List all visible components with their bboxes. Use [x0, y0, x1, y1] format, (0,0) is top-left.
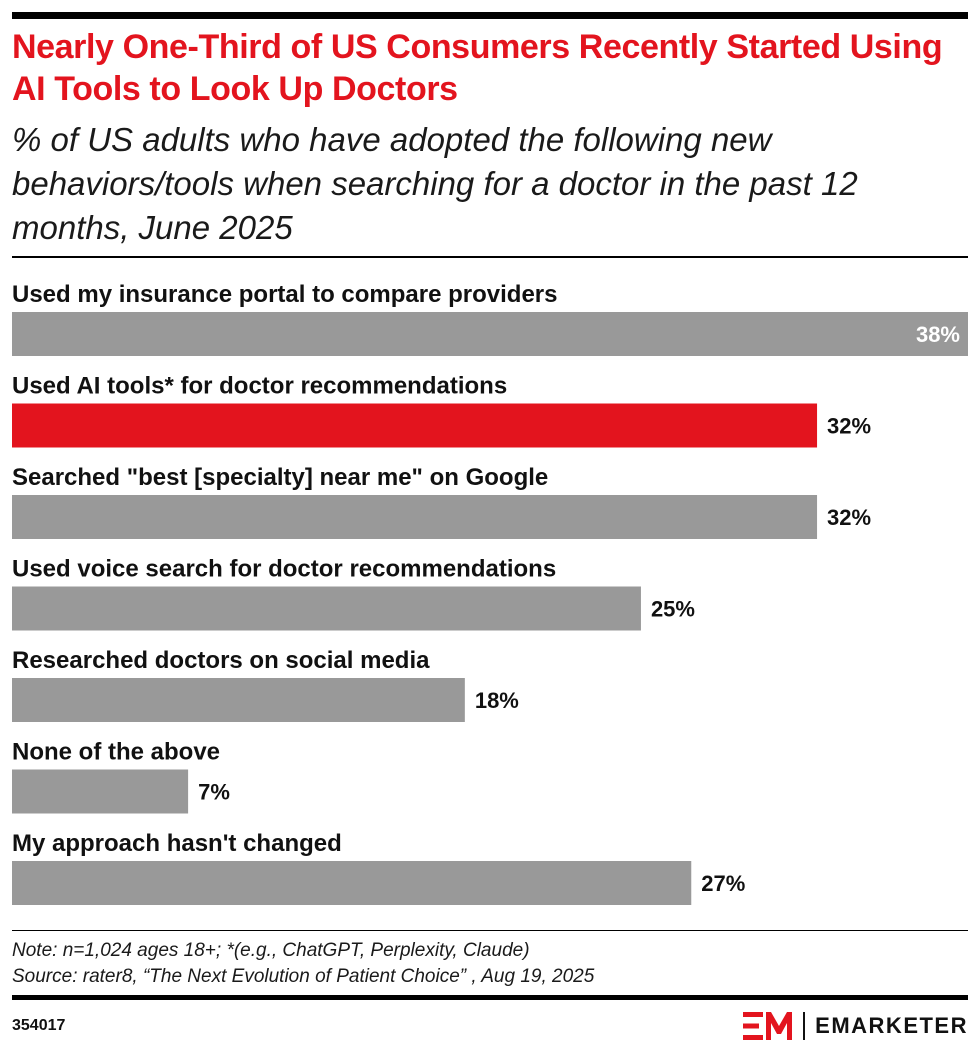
bar: [12, 861, 692, 905]
bar: [12, 495, 818, 539]
brand-logo[interactable]: EMARKETER: [743, 1010, 968, 1042]
category-label: None of the above: [12, 739, 220, 766]
em-logo-icon: [743, 1012, 793, 1040]
category-label: Used my insurance portal to compare prov…: [12, 281, 558, 308]
chart-title: Nearly One-Third of US Consumers Recentl…: [12, 28, 943, 108]
value-label: 25%: [651, 597, 695, 622]
brand-name: EMARKETER: [815, 1013, 968, 1038]
chart-id: 354017: [12, 1017, 66, 1034]
brand-separator: [803, 1012, 806, 1040]
subtitle-rule: [12, 256, 968, 258]
category-label: Used AI tools* for doctor recommendation…: [12, 373, 507, 400]
bar: [12, 403, 818, 448]
bar: [12, 769, 189, 814]
bar: [12, 678, 465, 722]
category-label: Researched doctors on social media: [12, 647, 430, 674]
footer-rule: [12, 995, 968, 1000]
value-label: 18%: [475, 688, 519, 713]
category-label: Used voice search for doctor recommendat…: [12, 556, 556, 583]
chart-subtitle: % of US adults who have adopted the foll…: [12, 121, 858, 246]
value-label: 32%: [827, 414, 871, 439]
note-text: Note: n=1,024 ages 18+; *(e.g., ChatGPT,…: [12, 940, 530, 961]
bar: [12, 586, 641, 631]
value-label: 38%: [916, 322, 960, 347]
source-text: Source: rater8, “The Next Evolution of P…: [12, 966, 595, 987]
footnote: Note: n=1,024 ages 18+; *(e.g., ChatGPT,…: [12, 938, 968, 990]
category-label: My approach hasn't changed: [12, 830, 342, 857]
category-label: Searched "best [specialty] near me" on G…: [12, 464, 548, 491]
note-rule: [12, 930, 968, 931]
value-label: 27%: [701, 871, 745, 896]
value-label: 7%: [198, 780, 230, 805]
bar: [12, 312, 968, 356]
value-label: 32%: [827, 505, 871, 530]
top-rule: [12, 12, 968, 19]
